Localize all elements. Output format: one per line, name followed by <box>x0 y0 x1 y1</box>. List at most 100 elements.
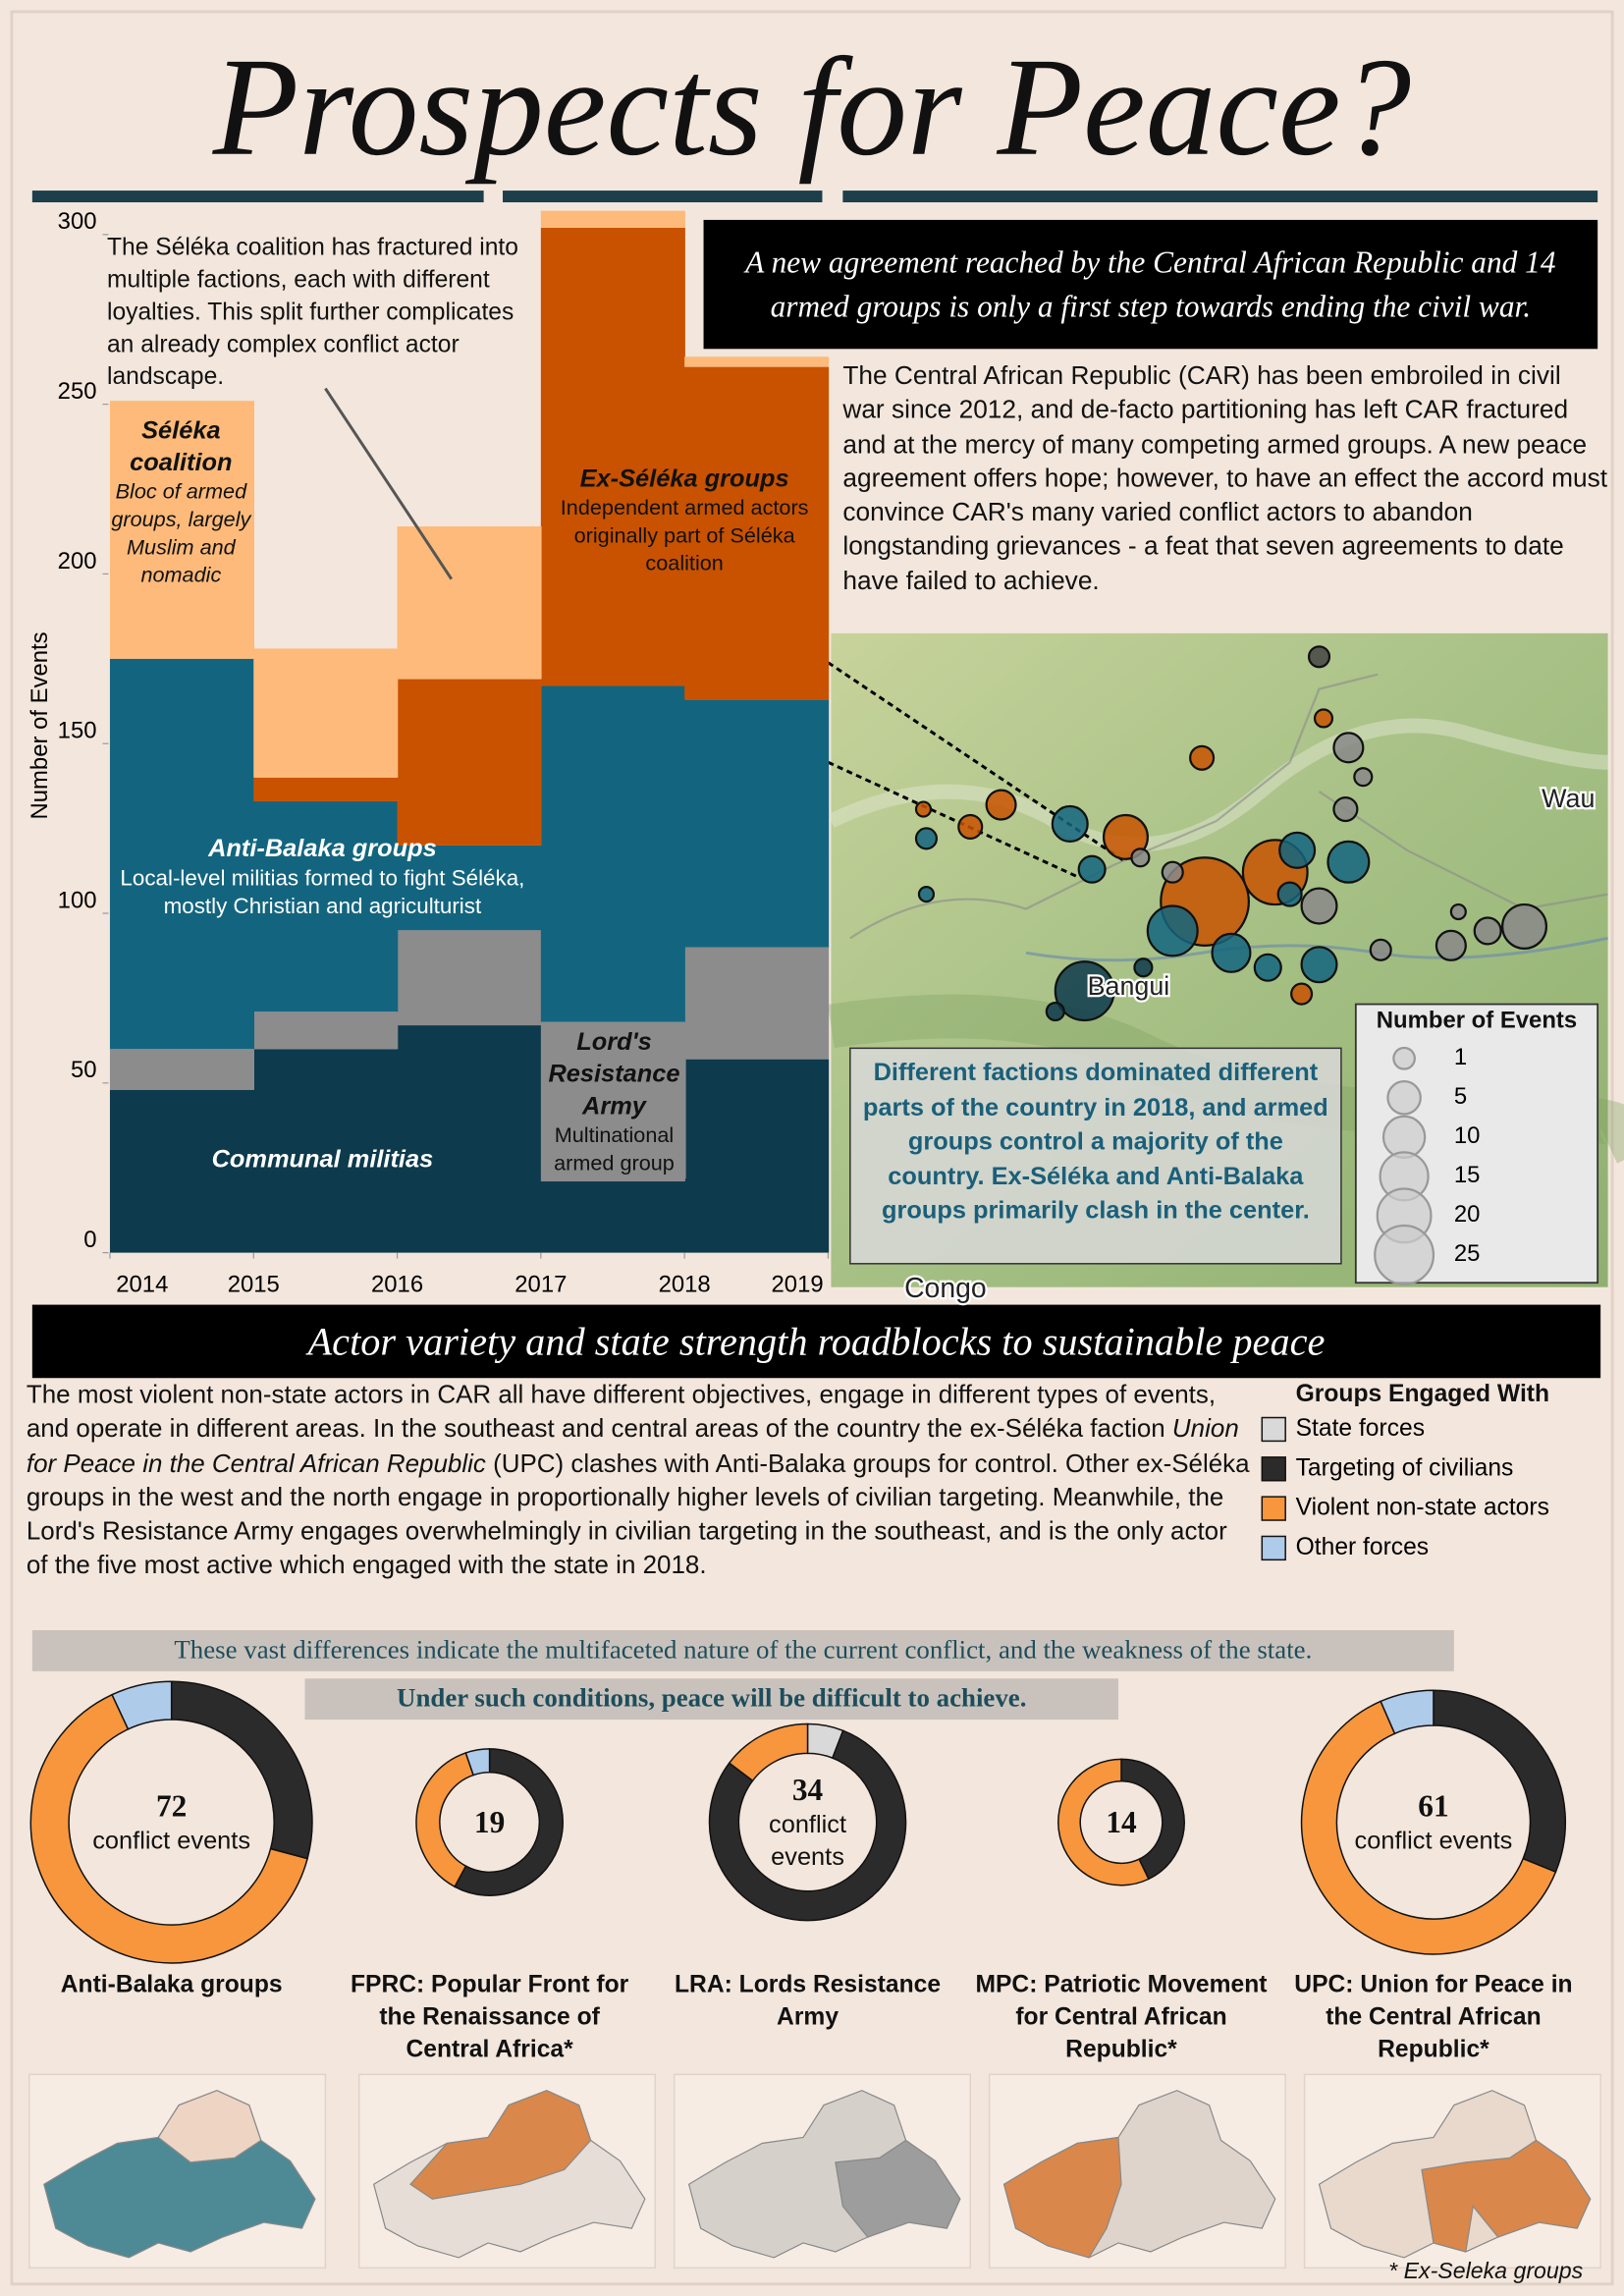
area-segment <box>397 679 542 846</box>
map-bubble <box>985 789 1017 821</box>
y-axis-label: Number of Events <box>27 631 53 819</box>
donut-segment <box>708 1729 907 1922</box>
region-highlight <box>1421 2139 1592 2253</box>
y-tick-label: 0 <box>83 1227 96 1253</box>
donut-segment <box>1380 1689 1435 1735</box>
chart-annotation: The Séléka coalition has fractured into … <box>106 234 518 391</box>
donut-total: 19 <box>473 1804 506 1840</box>
y-tick-label: 200 <box>58 548 97 574</box>
area-segment <box>684 366 830 700</box>
map-place-label: Congo <box>904 1273 987 1304</box>
highlight-text: Under such conditions, peace will be dif… <box>397 1682 1027 1713</box>
series-name: Lord's Resistance Army <box>548 1027 680 1121</box>
donut-segment <box>1120 1758 1185 1881</box>
banner-box <box>703 219 1598 350</box>
map-bubble <box>1276 881 1303 907</box>
donut-title: MPC: Patriotic Movement for Central Afri… <box>975 1971 1268 2063</box>
x-tick-label: 2017 <box>514 1271 567 1297</box>
area-segment <box>253 1049 399 1253</box>
series-description: Multinational armed group <box>554 1123 675 1176</box>
map-bubble <box>1130 847 1151 868</box>
map-bubble <box>1077 854 1107 884</box>
donut-total: 61 <box>1418 1788 1449 1825</box>
donut-center-label: conflict events <box>1354 1827 1513 1855</box>
donut-center: 19 <box>440 1734 540 1910</box>
legend-swatch <box>1261 1496 1286 1521</box>
series-name: Séléka coalition <box>130 415 233 477</box>
map-bubble <box>1332 732 1365 764</box>
area-segment <box>397 930 542 1026</box>
area-segment <box>109 1049 255 1090</box>
map-bubble <box>1473 916 1502 946</box>
x-tick-label: 2014 <box>116 1271 168 1297</box>
series-description: Local-level militias formed to fight Sél… <box>120 866 525 919</box>
x-tick-label: 2019 <box>772 1271 824 1297</box>
donut-segment <box>464 1748 491 1777</box>
legend-label: State forces <box>1296 1415 1425 1442</box>
map-bubbles <box>914 645 1548 1022</box>
size-legend-circle <box>1392 1046 1416 1070</box>
border <box>849 673 1608 940</box>
series-label: Lord's Resistance Army Multinational arme… <box>542 1025 686 1179</box>
y-tick-label: 150 <box>58 718 97 744</box>
x-tick-label: 2016 <box>371 1271 423 1297</box>
map-bubble <box>914 827 939 850</box>
donut <box>1057 1758 1185 1886</box>
map-bubble <box>917 886 936 903</box>
map-bubble <box>1369 938 1392 961</box>
donut-title: FPRC: Popular Front for the Renaissance … <box>350 1971 629 2063</box>
size-legend-label: 1 <box>1454 1044 1467 1070</box>
map-bubble <box>1313 708 1334 729</box>
map-bubble <box>914 800 933 818</box>
map-place-label: Wau <box>1542 784 1595 813</box>
stacked-area <box>109 210 830 1253</box>
series-label: Anti-Balaka groups Local-level militias f… <box>110 833 535 921</box>
map-caption: Different factions dominated different p… <box>862 1058 1328 1225</box>
legend-label: Other forces <box>1296 1534 1430 1560</box>
series-name: Ex-Séléka groups <box>579 465 789 493</box>
donut-segment <box>29 1693 308 1964</box>
map-bubble <box>1102 813 1149 860</box>
map-bubble <box>1051 804 1089 843</box>
legend-swatch <box>1261 1456 1286 1482</box>
size-legend-circle <box>1386 1080 1422 1116</box>
donut <box>29 1680 313 1964</box>
area-segment <box>109 1089 255 1253</box>
highlight-box <box>304 1678 1119 1721</box>
area-segment <box>397 526 542 680</box>
map-bubble <box>1133 957 1154 978</box>
size-legend-label: 15 <box>1454 1162 1481 1188</box>
groups-legend-title: Groups Engaged With <box>1295 1381 1550 1408</box>
map-bubble <box>1189 744 1216 771</box>
body-text: (UPC) clashes with Anti-Balaka groups fo… <box>26 1448 1250 1580</box>
map-bubble <box>1353 767 1374 788</box>
area-segment <box>253 1011 399 1050</box>
area-segment <box>540 227 685 686</box>
x-tick-label: 2015 <box>228 1271 280 1297</box>
map-bubble <box>1045 1001 1065 1022</box>
area-segment <box>253 648 399 778</box>
map-bubble <box>1300 946 1338 984</box>
donut-title: Anti-Balaka groups <box>60 1971 283 1998</box>
donut-segment <box>1300 1700 1557 1955</box>
area-segment <box>540 1181 685 1253</box>
map-bubble <box>1332 795 1359 823</box>
donut-title: UPC: Union for Peace in the Central Afri… <box>1294 1971 1573 2063</box>
region-map <box>357 2073 657 2269</box>
region-map <box>988 2073 1286 2269</box>
donut-center-label: conflict events <box>769 1810 847 1871</box>
legend-swatch <box>1261 1416 1286 1443</box>
body-text: The most violent non-state actors in CAR… <box>26 1379 1217 1444</box>
y-tick-label: 300 <box>58 208 97 235</box>
donut-title: LRA: Lords Resistance Army <box>675 1971 942 2031</box>
area-segment <box>684 947 830 1060</box>
donut-segment <box>728 1722 809 1782</box>
legend-label: Targeting of civilians <box>1296 1454 1514 1481</box>
map-relief <box>828 718 1608 852</box>
y-tick-label: 100 <box>58 887 97 913</box>
area-segment <box>684 356 830 367</box>
body-text-italic: Union for Peace in the Central African R… <box>26 1413 1239 1478</box>
size-legend-label: 20 <box>1454 1201 1481 1228</box>
